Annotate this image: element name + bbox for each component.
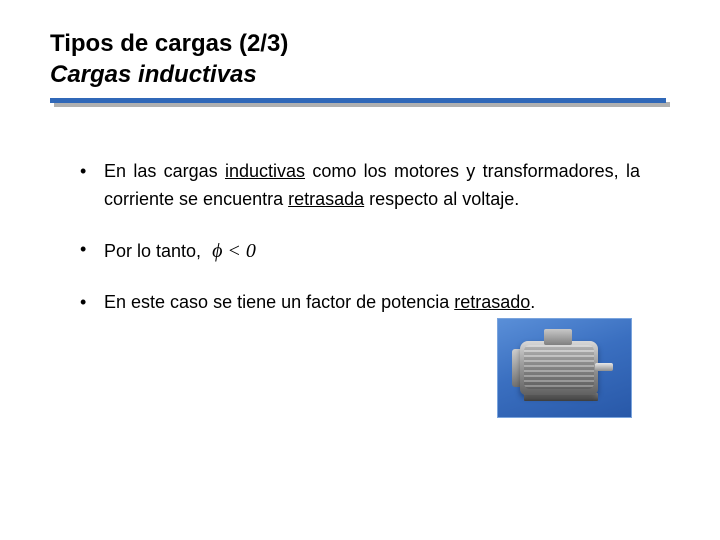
bullet-text-1: En las cargas inductivas como los motore… (104, 158, 640, 214)
formula-phi-lt-zero: ϕ < 0 (206, 240, 256, 262)
content-area: • En las cargas inductivas como los moto… (50, 158, 670, 317)
bullet-item: • En este caso se tiene un factor de pot… (80, 289, 640, 317)
slide-title-line1: Tipos de cargas (2/3) (50, 28, 670, 59)
bullet-text-3: En este caso se tiene un factor de poten… (104, 289, 640, 317)
slide-container: Tipos de cargas (2/3) Cargas inductivas … (0, 0, 720, 540)
motor-image-bg (497, 318, 632, 418)
motor-image (497, 318, 632, 418)
bullet-item: • En las cargas inductivas como los moto… (80, 158, 640, 214)
bullet-item: • Por lo tanto, ϕ < 0 (80, 236, 640, 267)
bullet-marker: • (80, 158, 104, 186)
title-block: Tipos de cargas (2/3) Cargas inductivas (50, 28, 670, 90)
bullet-marker: • (80, 236, 104, 264)
slide-title-line2: Cargas inductivas (50, 59, 670, 90)
bullet-marker: • (80, 289, 104, 317)
title-divider (50, 98, 670, 108)
bullet-text-2: Por lo tanto, ϕ < 0 (104, 236, 640, 267)
